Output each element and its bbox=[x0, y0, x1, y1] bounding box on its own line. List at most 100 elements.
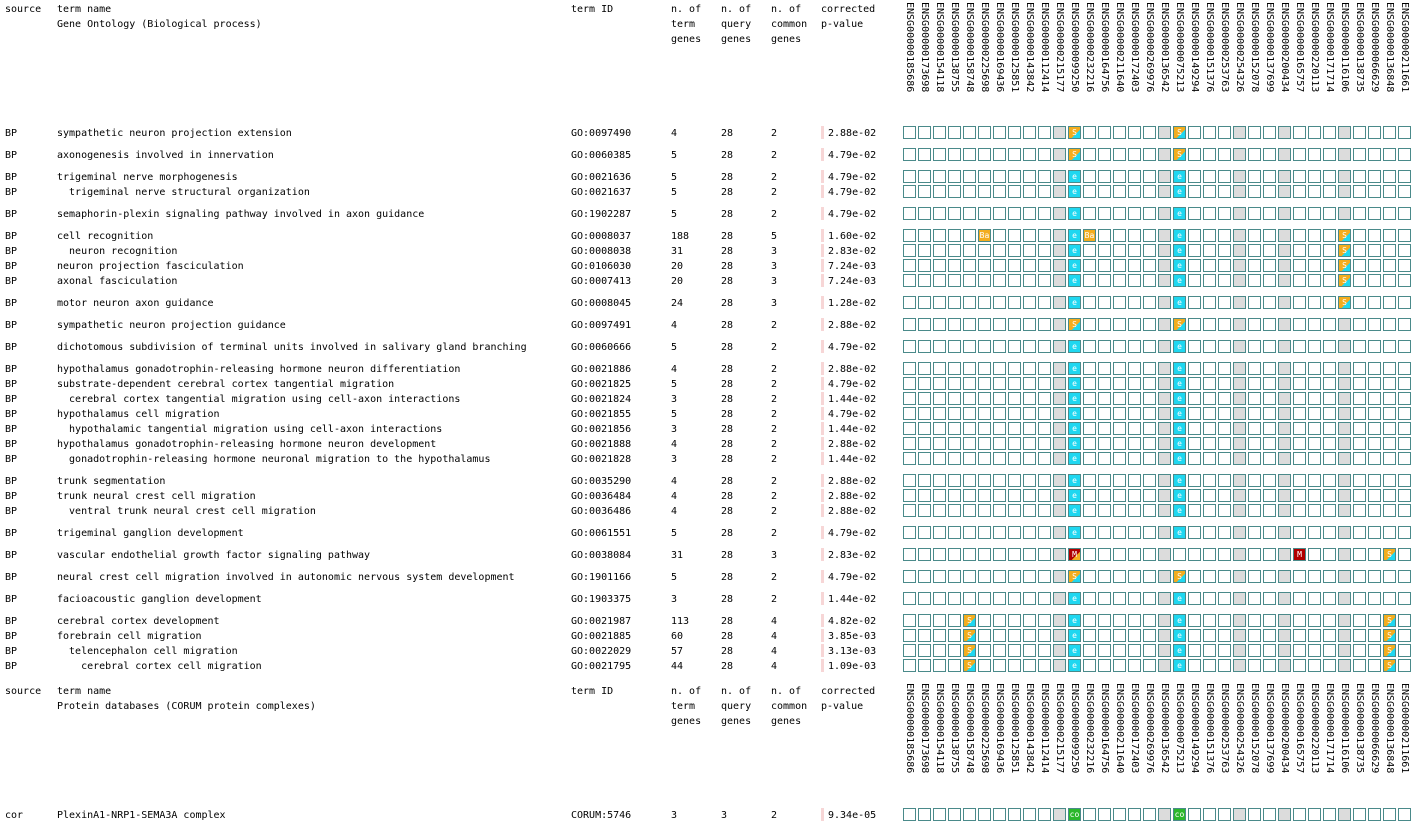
gene-evidence-cell[interactable] bbox=[978, 592, 991, 605]
gene-evidence-cell[interactable] bbox=[1008, 274, 1021, 287]
gene-evidence-cell[interactable] bbox=[1248, 407, 1261, 420]
gene-evidence-cell[interactable] bbox=[1143, 504, 1156, 517]
gene-evidence-cell[interactable] bbox=[1083, 340, 1096, 353]
gene-evidence-cell[interactable] bbox=[1233, 340, 1246, 353]
gene-evidence-cell[interactable] bbox=[1158, 185, 1171, 198]
gene-evidence-cell[interactable] bbox=[1188, 422, 1201, 435]
gene-evidence-cell-marked[interactable]: S bbox=[1383, 644, 1396, 657]
gene-evidence-cell[interactable] bbox=[1248, 629, 1261, 642]
gene-evidence-cell[interactable] bbox=[1158, 340, 1171, 353]
gene-evidence-cell[interactable] bbox=[918, 548, 931, 561]
gene-evidence-cell[interactable] bbox=[1218, 808, 1231, 821]
gene-evidence-cell[interactable] bbox=[933, 548, 946, 561]
gene-column-header[interactable]: ENSG00000125851 bbox=[1009, 683, 1020, 774]
gene-evidence-cell[interactable] bbox=[1308, 614, 1321, 627]
gene-evidence-cell[interactable] bbox=[903, 318, 916, 331]
gene-evidence-cell[interactable] bbox=[1053, 170, 1066, 183]
gene-evidence-cell-marked[interactable]: S bbox=[1338, 244, 1351, 257]
gene-evidence-cell-marked[interactable]: e bbox=[1173, 340, 1186, 353]
gene-evidence-cell[interactable] bbox=[1263, 474, 1276, 487]
gene-evidence-cell-marked[interactable]: M bbox=[1068, 548, 1081, 561]
gene-evidence-cell[interactable] bbox=[948, 526, 961, 539]
gene-evidence-cell[interactable] bbox=[1008, 377, 1021, 390]
gene-column-header[interactable]: ENSG00000138735 bbox=[1354, 2, 1365, 93]
gene-evidence-cell-marked[interactable]: e bbox=[1173, 244, 1186, 257]
gene-evidence-cell[interactable] bbox=[1053, 422, 1066, 435]
gene-evidence-cell[interactable] bbox=[1218, 274, 1231, 287]
gene-evidence-cell[interactable] bbox=[933, 377, 946, 390]
gene-evidence-cell[interactable] bbox=[978, 407, 991, 420]
gene-evidence-cell[interactable] bbox=[993, 659, 1006, 672]
gene-evidence-cell[interactable] bbox=[1368, 452, 1381, 465]
gene-evidence-cell[interactable] bbox=[1338, 170, 1351, 183]
gene-evidence-cell[interactable] bbox=[1113, 422, 1126, 435]
gene-evidence-cell[interactable] bbox=[1038, 362, 1051, 375]
gene-evidence-cell[interactable] bbox=[1128, 340, 1141, 353]
gene-evidence-cell[interactable] bbox=[1338, 422, 1351, 435]
gene-evidence-cell[interactable] bbox=[1218, 362, 1231, 375]
gene-evidence-cell[interactable] bbox=[933, 526, 946, 539]
gene-evidence-cell[interactable] bbox=[1188, 659, 1201, 672]
gene-evidence-cell[interactable] bbox=[1023, 422, 1036, 435]
gene-column-header[interactable]: ENSG00000152078 bbox=[1249, 2, 1260, 93]
gene-evidence-cell[interactable] bbox=[1263, 259, 1276, 272]
gene-evidence-cell[interactable] bbox=[1203, 452, 1216, 465]
gene-evidence-cell[interactable] bbox=[1218, 422, 1231, 435]
gene-evidence-cell[interactable] bbox=[1098, 644, 1111, 657]
gene-evidence-cell[interactable] bbox=[903, 274, 916, 287]
gene-column-header[interactable]: ENSG00000138755 bbox=[949, 683, 960, 774]
gene-evidence-cell-marked[interactable]: S bbox=[1068, 126, 1081, 139]
gene-evidence-cell[interactable] bbox=[1143, 592, 1156, 605]
gene-evidence-cell[interactable] bbox=[1383, 526, 1396, 539]
gene-evidence-cell[interactable] bbox=[1353, 318, 1366, 331]
gene-evidence-cell[interactable] bbox=[1023, 229, 1036, 242]
gene-evidence-cell[interactable] bbox=[1083, 377, 1096, 390]
gene-evidence-cell[interactable] bbox=[903, 437, 916, 450]
gene-evidence-cell[interactable] bbox=[978, 504, 991, 517]
gene-evidence-cell[interactable] bbox=[933, 407, 946, 420]
gene-evidence-cell[interactable] bbox=[1053, 377, 1066, 390]
gene-evidence-cell[interactable] bbox=[1398, 437, 1411, 450]
gene-evidence-cell[interactable] bbox=[1098, 229, 1111, 242]
gene-evidence-cell[interactable] bbox=[1293, 526, 1306, 539]
gene-evidence-cell[interactable] bbox=[1353, 474, 1366, 487]
gene-evidence-cell[interactable] bbox=[933, 207, 946, 220]
gene-column-header[interactable]: ENSG00000116106 bbox=[1339, 2, 1350, 93]
gene-evidence-cell[interactable] bbox=[978, 148, 991, 161]
gene-evidence-cell[interactable] bbox=[1263, 392, 1276, 405]
gene-evidence-cell[interactable] bbox=[1278, 489, 1291, 502]
gene-evidence-cell[interactable] bbox=[1023, 452, 1036, 465]
gene-evidence-cell-marked[interactable]: e bbox=[1173, 407, 1186, 420]
gene-evidence-cell[interactable] bbox=[1338, 407, 1351, 420]
gene-evidence-cell[interactable] bbox=[1128, 207, 1141, 220]
gene-evidence-cell[interactable] bbox=[1038, 548, 1051, 561]
gene-evidence-cell[interactable] bbox=[1233, 229, 1246, 242]
gene-column-header[interactable]: ENSG00000220113 bbox=[1309, 2, 1320, 93]
gene-evidence-cell[interactable] bbox=[1368, 170, 1381, 183]
gene-evidence-cell[interactable] bbox=[1023, 207, 1036, 220]
gene-evidence-cell[interactable] bbox=[1083, 362, 1096, 375]
gene-evidence-cell[interactable] bbox=[1263, 126, 1276, 139]
gene-evidence-cell[interactable] bbox=[1038, 422, 1051, 435]
gene-evidence-cell[interactable] bbox=[1203, 392, 1216, 405]
gene-evidence-cell[interactable] bbox=[903, 170, 916, 183]
gene-evidence-cell[interactable] bbox=[1038, 296, 1051, 309]
gene-evidence-cell[interactable] bbox=[1038, 808, 1051, 821]
gene-evidence-cell[interactable] bbox=[1053, 392, 1066, 405]
gene-evidence-cell[interactable] bbox=[978, 452, 991, 465]
gene-evidence-cell-marked[interactable]: e bbox=[1173, 170, 1186, 183]
gene-evidence-cell[interactable] bbox=[918, 170, 931, 183]
gene-evidence-cell[interactable] bbox=[1353, 526, 1366, 539]
gene-evidence-cell[interactable] bbox=[1203, 377, 1216, 390]
gene-evidence-cell[interactable] bbox=[1338, 362, 1351, 375]
gene-evidence-cell[interactable] bbox=[1158, 244, 1171, 257]
gene-evidence-cell[interactable] bbox=[1098, 422, 1111, 435]
gene-evidence-cell[interactable] bbox=[1263, 362, 1276, 375]
gene-evidence-cell[interactable] bbox=[1098, 474, 1111, 487]
gene-evidence-cell[interactable] bbox=[1143, 229, 1156, 242]
gene-column-header[interactable]: ENSG00000254326 bbox=[1234, 2, 1245, 93]
gene-evidence-cell[interactable] bbox=[1083, 592, 1096, 605]
gene-evidence-cell[interactable] bbox=[1308, 592, 1321, 605]
gene-evidence-cell[interactable] bbox=[1083, 392, 1096, 405]
gene-evidence-cell[interactable] bbox=[1248, 592, 1261, 605]
